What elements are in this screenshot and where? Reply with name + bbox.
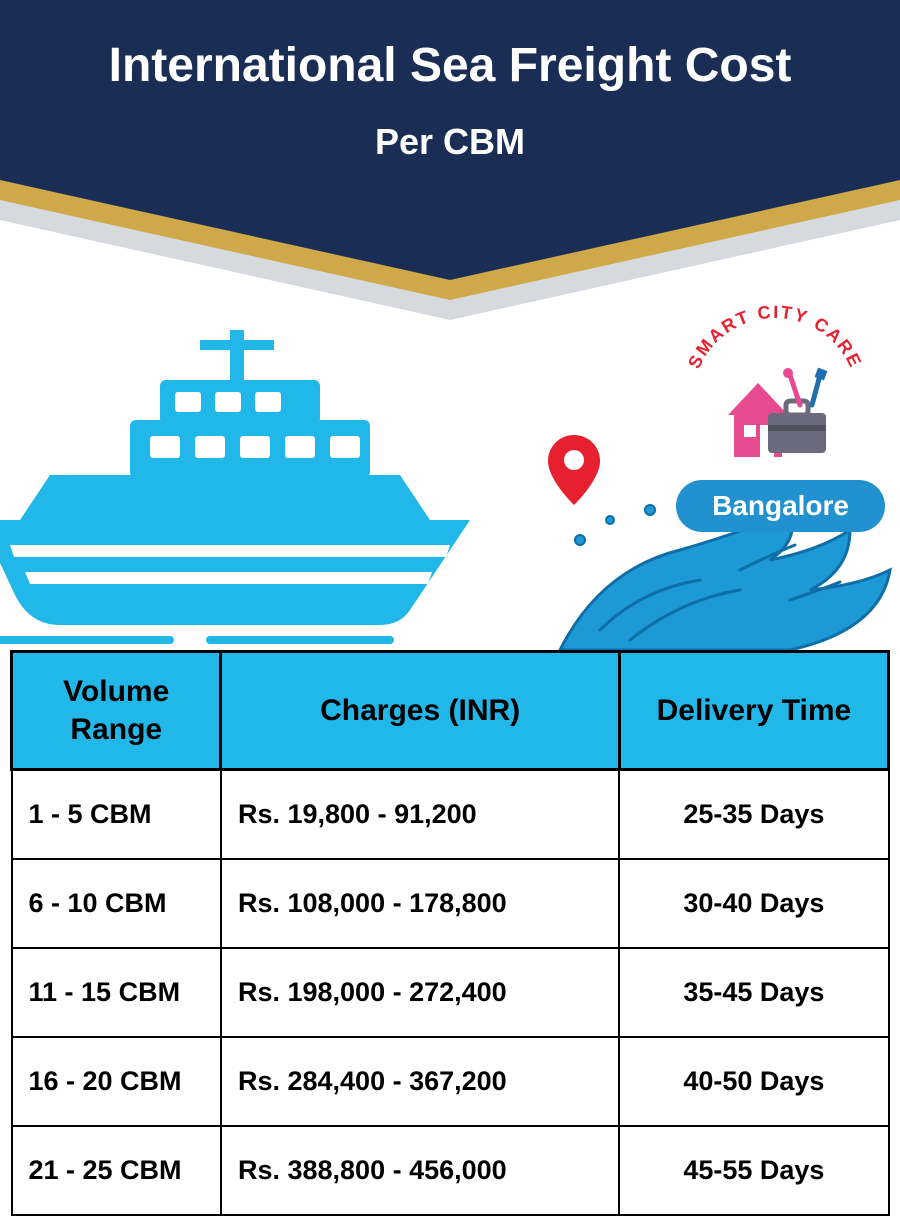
- header-banner: International Sea Freight Cost Per CBM: [0, 0, 900, 340]
- cell-charges: Rs. 388,800 - 456,000: [221, 1126, 619, 1215]
- cell-time: 35-45 Days: [619, 948, 888, 1037]
- table-header-row: Volume Range Charges (INR) Delivery Time: [12, 652, 889, 770]
- cell-charges: Rs. 108,000 - 178,800: [221, 859, 619, 948]
- table-row: 21 - 25 CBM Rs. 388,800 - 456,000 45-55 …: [12, 1126, 889, 1215]
- location-badge: Bangalore: [676, 480, 885, 532]
- cell-range: 16 - 20 CBM: [12, 1037, 221, 1126]
- cell-range: 11 - 15 CBM: [12, 948, 221, 1037]
- cell-charges: Rs. 198,000 - 272,400: [221, 948, 619, 1037]
- ship-icon: [0, 310, 490, 650]
- cell-charges: Rs. 284,400 - 367,200: [221, 1037, 619, 1126]
- cell-range: 21 - 25 CBM: [12, 1126, 221, 1215]
- table-row: 6 - 10 CBM Rs. 108,000 - 178,800 30-40 D…: [12, 859, 889, 948]
- cell-time: 40-50 Days: [619, 1037, 888, 1126]
- cell-range: 1 - 5 CBM: [12, 770, 221, 860]
- table-row: 16 - 20 CBM Rs. 284,400 - 367,200 40-50 …: [12, 1037, 889, 1126]
- col-header-delivery: Delivery Time: [619, 652, 888, 770]
- graphic-area: SMART CITY CARE Bangalore: [0, 340, 900, 650]
- page-subtitle: Per CBM: [0, 93, 900, 163]
- col-header-charges: Charges (INR): [221, 652, 619, 770]
- cell-range: 6 - 10 CBM: [12, 859, 221, 948]
- table-row: 1 - 5 CBM Rs. 19,800 - 91,200 25-35 Days: [12, 770, 889, 860]
- page-title: International Sea Freight Cost: [0, 0, 900, 93]
- table-row: 11 - 15 CBM Rs. 198,000 - 272,400 35-45 …: [12, 948, 889, 1037]
- cell-time: 45-55 Days: [619, 1126, 888, 1215]
- brand-logo: SMART CITY CARE: [680, 310, 870, 470]
- cell-charges: Rs. 19,800 - 91,200: [221, 770, 619, 860]
- location-pin-icon: [548, 435, 600, 505]
- logo-house-icon: [720, 365, 830, 465]
- cell-time: 25-35 Days: [619, 770, 888, 860]
- col-header-volume: Volume Range: [12, 652, 221, 770]
- cell-time: 30-40 Days: [619, 859, 888, 948]
- svg-text:SMART CITY CARE: SMART CITY CARE: [684, 304, 866, 372]
- pricing-table: Volume Range Charges (INR) Delivery Time…: [10, 650, 890, 1216]
